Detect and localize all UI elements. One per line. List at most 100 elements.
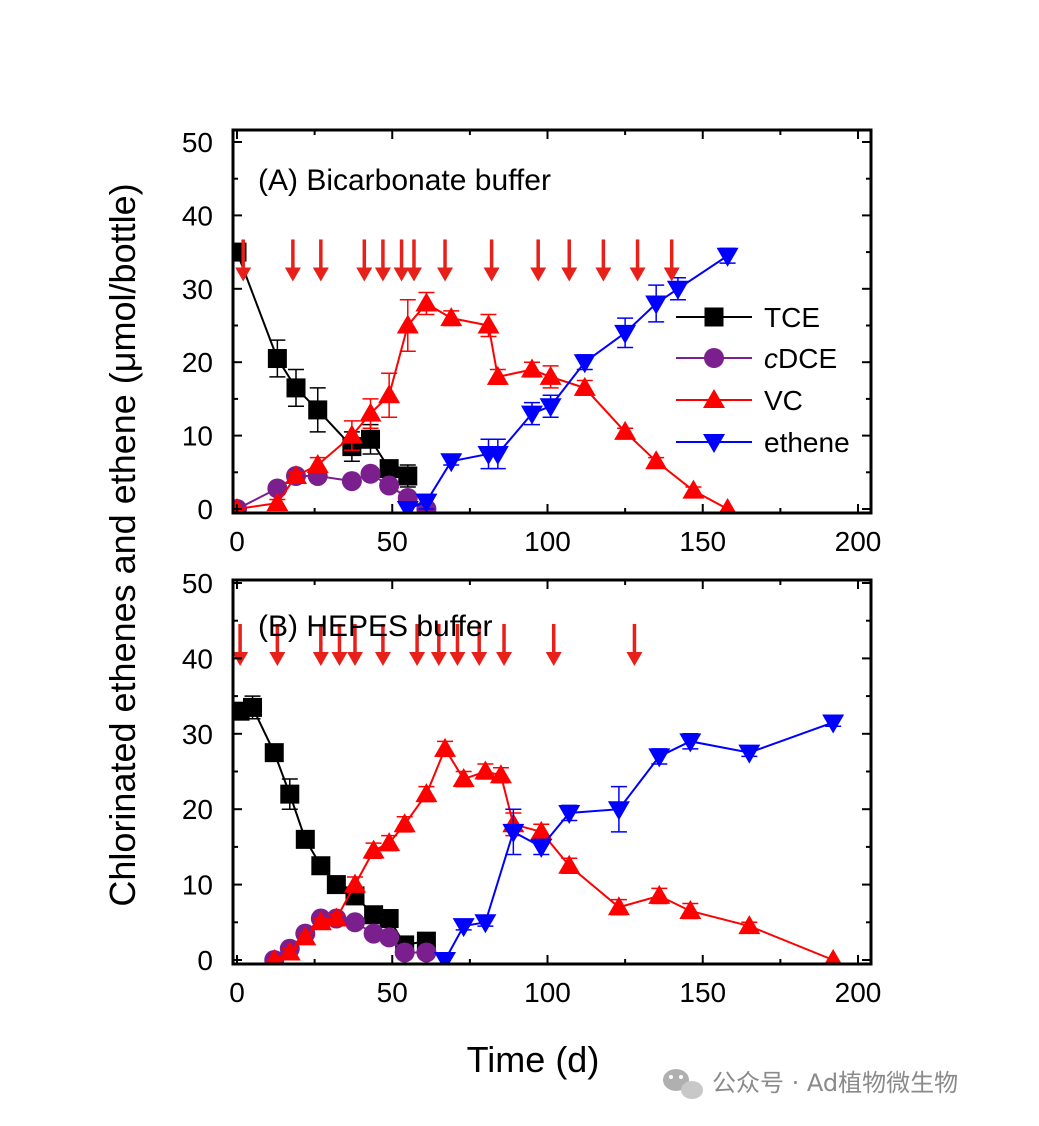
arrow-head <box>561 267 578 282</box>
panel-b-x-tick-label: 200 <box>835 977 882 1008</box>
panel-b-plot-area <box>233 623 845 964</box>
legend: TCE cDCE VC ethene <box>676 302 850 458</box>
tce-line <box>236 251 409 477</box>
arrow-head <box>595 267 612 282</box>
panel-b-axes: 0 50 100 150 200 0 10 20 30 40 50 <box>182 568 882 1008</box>
arrow-head <box>374 651 391 666</box>
arrow-head <box>393 267 410 282</box>
vc-point <box>440 307 463 327</box>
ethene-point <box>415 493 438 513</box>
panel-a: 0 50 100 150 200 0 10 20 30 40 50 (A) Bicarbonate … <box>182 127 882 557</box>
cdce-line <box>236 472 427 510</box>
ethene-point <box>822 714 845 734</box>
cdce-point <box>341 471 362 492</box>
vc-point <box>520 358 543 378</box>
arrow-head <box>437 267 454 282</box>
panel-a-x-tick-label: 0 <box>229 526 245 557</box>
panel-b-y-tick-label: 20 <box>182 794 213 825</box>
vc-point <box>359 402 382 422</box>
tce-point <box>364 905 384 925</box>
ethene-point <box>396 501 419 513</box>
arrow-head <box>449 651 466 666</box>
ethene-point <box>502 823 525 843</box>
arrow-head <box>374 267 391 282</box>
y-axis-title: Chlorinated ethenes and ethene (μmol/bot… <box>102 183 143 906</box>
legend-tce-marker <box>704 307 724 327</box>
tce-point <box>361 429 381 449</box>
legend-vc-label: VC <box>764 385 803 416</box>
panel-b-x-tick-label: 100 <box>524 977 571 1008</box>
tce-point <box>280 784 300 804</box>
ethene-point <box>607 801 630 821</box>
vc-point <box>645 450 668 470</box>
ethene-point <box>614 324 637 344</box>
tce-point <box>326 875 346 895</box>
vc-point <box>415 292 438 312</box>
ethene-point <box>679 733 702 753</box>
arrow-head <box>409 651 426 666</box>
arrow-head <box>545 651 562 666</box>
vc-point <box>824 949 842 964</box>
vc-point <box>648 884 671 904</box>
legend-vc-marker <box>703 389 725 408</box>
cdce-point <box>267 478 288 499</box>
vc-point <box>306 453 329 473</box>
vc-point <box>340 424 363 444</box>
legend-cdce-label: cDCE <box>764 343 837 374</box>
arrow-head <box>530 267 547 282</box>
panel-a-series-tce <box>233 242 418 488</box>
vc-point <box>378 384 401 404</box>
ethene-point <box>573 354 596 374</box>
wechat-icon <box>663 1069 703 1099</box>
vc-point <box>294 926 317 946</box>
vc-point <box>434 737 457 757</box>
panel-b-y-tick-label: 50 <box>182 568 213 599</box>
arrow-head <box>269 651 286 666</box>
panel-a-series-ethene <box>396 247 739 513</box>
panel-b: 0 50 100 150 200 0 10 20 30 40 50 (B) HEPES buffer <box>182 568 882 1008</box>
ethene-point <box>716 247 739 267</box>
legend-ethene-label: ethene <box>764 427 850 458</box>
ethene-point <box>474 914 497 934</box>
panel-b-series-ethene <box>434 714 845 964</box>
panel-b-y-tick-label: 40 <box>182 643 213 674</box>
tce-point <box>243 697 263 717</box>
ethene-point <box>452 918 475 938</box>
legend-item-ethene: ethene <box>676 427 850 458</box>
vc-point <box>607 896 630 916</box>
ethene-point <box>539 398 562 418</box>
legend-ethene-marker <box>703 434 725 453</box>
panel-a-x-tick-label: 150 <box>679 526 726 557</box>
ethene-point <box>648 748 671 768</box>
cdce-point <box>344 912 365 933</box>
ethene-point <box>558 804 581 824</box>
tce-point <box>379 459 399 479</box>
panel-b-title: (B) HEPES buffer <box>258 610 493 643</box>
vc-point <box>738 915 761 935</box>
panel-a-y-tick-label: 20 <box>182 347 213 378</box>
panel-b-x-tick-label: 0 <box>229 977 245 1008</box>
ethene-point <box>530 838 553 858</box>
panel-a-plot-area <box>233 239 739 513</box>
panel-a-x-tick-label: 50 <box>377 526 408 557</box>
vc-point <box>378 832 401 852</box>
vc-point <box>266 492 289 512</box>
vc-point <box>393 813 416 833</box>
ethene-point <box>486 445 509 465</box>
tce-point <box>308 400 328 420</box>
legend-item-vc: VC <box>676 385 803 416</box>
panel-a-series-vc <box>233 291 737 513</box>
vc-point <box>396 314 419 334</box>
ethene-point <box>645 295 668 315</box>
panel-a-y-tick-label: 40 <box>182 200 213 231</box>
panel-b-x-tick-label: 50 <box>377 977 408 1008</box>
arrow-head <box>663 267 680 282</box>
vc-point <box>474 760 497 780</box>
arrow-head <box>471 651 488 666</box>
arrow-head <box>483 267 500 282</box>
arrow-head <box>430 651 447 666</box>
vc-point <box>362 839 385 859</box>
cdce-point <box>379 475 400 496</box>
vc-point <box>343 873 366 893</box>
